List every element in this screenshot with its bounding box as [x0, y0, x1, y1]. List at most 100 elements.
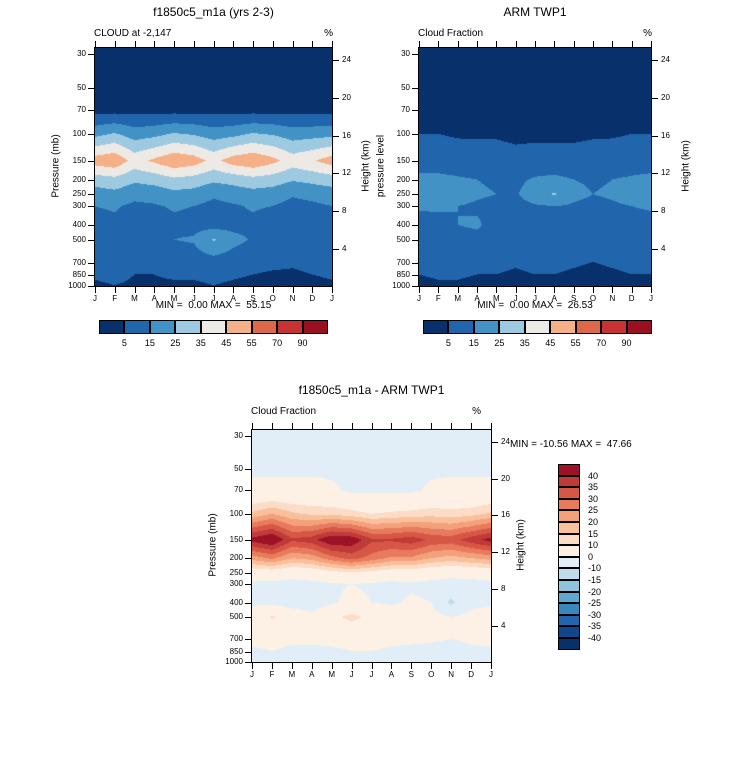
- diff-panel-title: f1850c5_m1a - ARM TWP1: [298, 383, 445, 397]
- model-colorbar-segment: [200, 320, 227, 334]
- model-month-label: M: [131, 294, 138, 303]
- diff-top-month-tick: [391, 423, 393, 429]
- obs-bottom-month-tick: [438, 287, 440, 293]
- diff-height-tick: [492, 552, 498, 554]
- obs-pressure-tick-label: 1000: [392, 281, 410, 291]
- diff-height-tick: [492, 478, 498, 480]
- obs-colorbar-label: 35: [519, 338, 530, 348]
- obs-bottom-month-tick: [496, 287, 498, 293]
- diff-pressure-tick-label: 100: [229, 508, 243, 518]
- diff-bottom-month-tick: [491, 663, 492, 669]
- model-top-month-tick: [174, 41, 175, 47]
- diff-colorbar-segment: [558, 533, 580, 546]
- obs-pressure-tick: [412, 286, 418, 288]
- diff-colorbar-segment: [558, 545, 580, 557]
- diff-pressure-tick-label: 70: [234, 485, 243, 495]
- obs-bottom-month-tick: [631, 287, 633, 293]
- model-bottom-month-tick: [332, 287, 333, 293]
- obs-bottom-month-tick: [535, 287, 536, 293]
- model-pressure-tick-label: 250: [72, 189, 86, 199]
- obs-top-month-tick: [477, 41, 478, 47]
- model-colorbar-label: 5: [121, 338, 127, 348]
- obs-colorbar-label: 70: [596, 338, 607, 348]
- diff-bottom-month-tick: [451, 663, 453, 669]
- diff-month-label: A: [388, 670, 395, 679]
- obs-colorbar-segment: [499, 320, 525, 334]
- model-pressure-tick: [88, 160, 94, 162]
- diff-minmax-text: MIN = -10.56 MAX = 47.66: [510, 439, 632, 450]
- diff-pressure-tick: [245, 639, 251, 641]
- model-colorbar-label: 25: [170, 338, 181, 348]
- obs-pressure-tick: [412, 240, 418, 242]
- model-month-label: J: [330, 294, 334, 303]
- diff-pressure-tick: [245, 558, 251, 560]
- diff-pressure-tick-label: 200: [229, 553, 243, 563]
- diff-bottom-month-tick: [431, 663, 433, 669]
- diff-colorbar-label: 35: [588, 482, 599, 493]
- model-month-label: J: [211, 294, 216, 303]
- diff-colorbar-segment: [558, 510, 580, 522]
- diff-pressure-tick-label: 30: [234, 430, 243, 440]
- obs-bottom-month-tick: [612, 287, 614, 293]
- diff-month-label: J: [489, 670, 493, 679]
- model-colorbar-label: 35: [195, 338, 206, 348]
- diff-colorbar-label: 15: [588, 528, 599, 539]
- diff-field-label: Cloud Fraction: [251, 406, 317, 417]
- diff-pressure-tick: [245, 468, 251, 470]
- obs-pressure-tick: [412, 53, 418, 55]
- model-bottom-month-tick: [312, 287, 314, 293]
- obs-bottom-month-tick: [554, 287, 556, 293]
- diff-pressure-tick: [245, 617, 251, 619]
- diff-top-month-tick: [291, 423, 293, 429]
- diff-colorbar-label: -30: [588, 609, 602, 620]
- obs-pressure-tick-label: 400: [396, 220, 410, 230]
- obs-top-month-tick: [457, 41, 459, 47]
- diff-colorbar-segment: [558, 568, 580, 580]
- diff-plot: [251, 429, 492, 663]
- obs-pressure-tick-label: 700: [396, 257, 410, 267]
- diff-colorbar-segment: [558, 580, 580, 592]
- model-subtitle-row: CLOUD at -2,147 %: [94, 28, 333, 39]
- obs-height-tick: [652, 173, 658, 175]
- diff-colorbar-label: 30: [588, 493, 599, 504]
- diff-height-tick: [492, 626, 498, 628]
- model-bottom-month-tick: [272, 287, 274, 293]
- diff-colorbar-segment: [558, 475, 580, 488]
- obs-month-label: M: [492, 294, 500, 303]
- diff-colorbar-segment: [558, 614, 580, 627]
- diff-colorbar-label: -15: [588, 575, 602, 585]
- diff-pressure-tick: [245, 572, 251, 574]
- model-height-axis-label: Height (km): [360, 140, 372, 192]
- diff-pressure-tick-label: 50: [234, 463, 243, 473]
- diff-pressure-tick: [245, 603, 251, 604]
- obs-bottom-month-tick: [419, 287, 420, 293]
- obs-colorbar-segment: [601, 320, 627, 334]
- obs-plot: [418, 47, 652, 287]
- diff-month-label: M: [288, 670, 296, 679]
- model-bottom-month-tick: [134, 287, 136, 293]
- model-bottom-month-tick: [95, 287, 96, 293]
- diff-colorbar-label: -10: [588, 563, 602, 574]
- obs-month-label: N: [609, 294, 616, 303]
- diff-colorbar-segment: [558, 464, 580, 476]
- obs-month-label: J: [649, 294, 653, 303]
- model-colorbar-segment: [99, 320, 125, 334]
- model-top-month-tick: [213, 41, 215, 47]
- diff-pressure-tick-label: 300: [229, 579, 243, 589]
- diff-pressure-tick-label: 850: [229, 646, 243, 656]
- model-height-tick: [333, 59, 339, 61]
- model-bottom-month-tick: [174, 287, 175, 293]
- diff-height-tick-label: 16: [501, 510, 510, 520]
- obs-pressure-tick: [412, 87, 418, 89]
- model-height-tick-label: 12: [342, 168, 351, 178]
- obs-pressure-tick-label: 70: [401, 105, 410, 115]
- obs-field-label: Cloud Fraction: [418, 28, 484, 39]
- model-colorbar-label: 55: [246, 338, 257, 348]
- obs-height-tick: [652, 135, 658, 137]
- obs-top-month-tick: [496, 41, 498, 47]
- diff-pressure-axis-label: Pressure (mb): [207, 513, 219, 577]
- obs-month-label: A: [474, 294, 480, 303]
- model-top-month-tick: [253, 41, 254, 47]
- diff-top-month-tick: [351, 423, 353, 429]
- obs-pressure-tick: [412, 133, 418, 135]
